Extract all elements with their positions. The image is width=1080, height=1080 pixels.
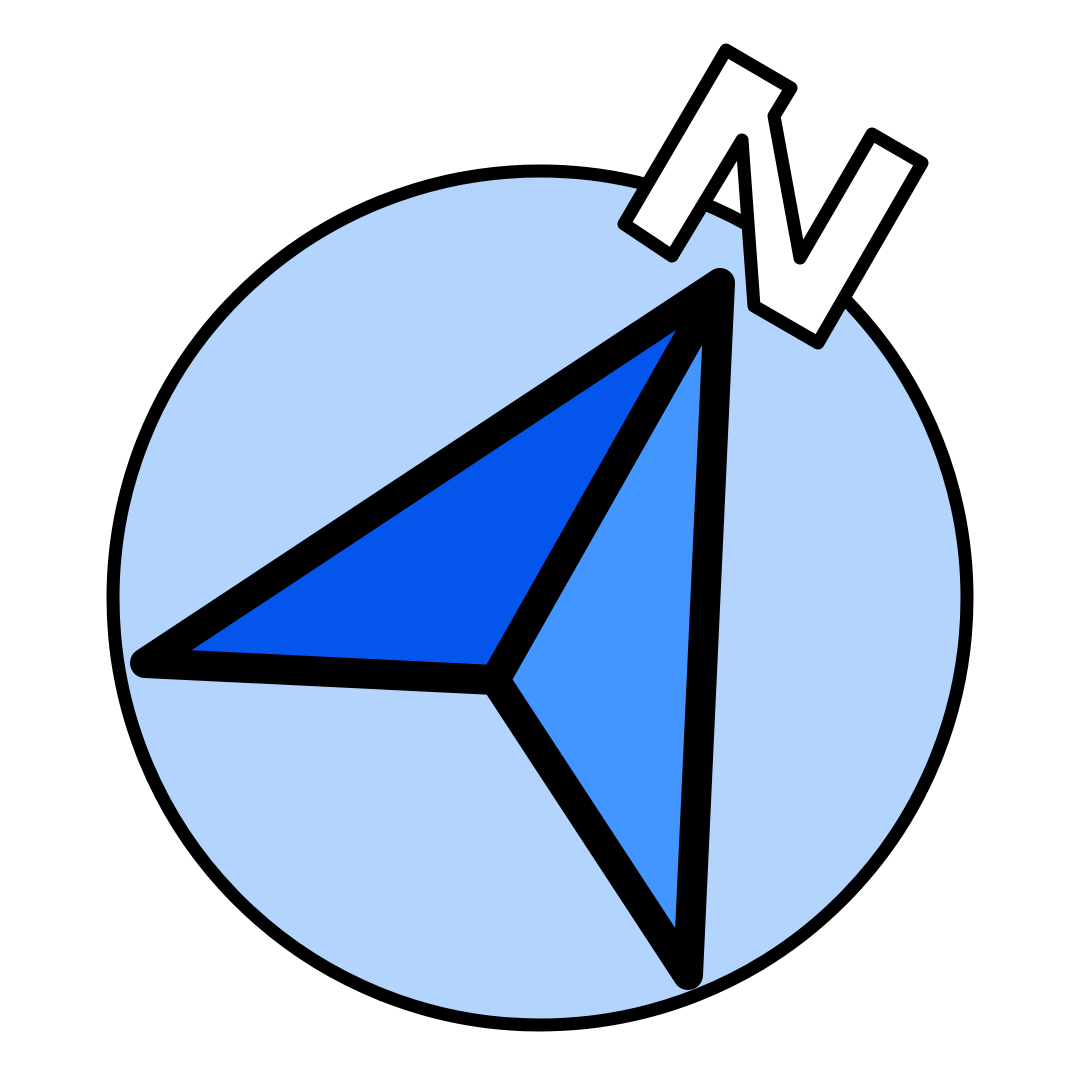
- north-letter-icon: [617, 43, 929, 350]
- arrow-right-face: [495, 283, 720, 975]
- navigation-arrow-icon: [130, 268, 735, 990]
- arrow-outline: [130, 268, 735, 990]
